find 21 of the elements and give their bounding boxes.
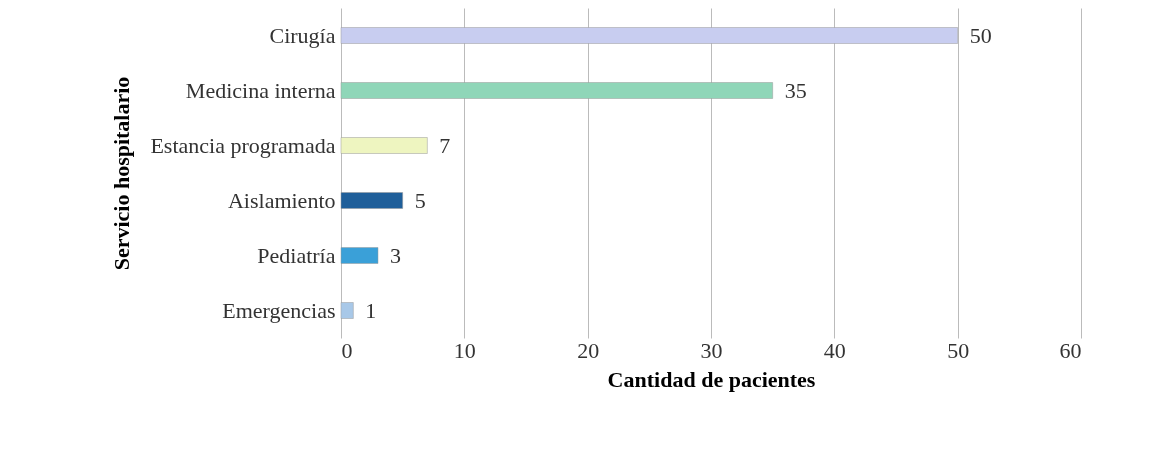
x-tick-label: 10 [453,337,476,363]
data-label: 7 [439,132,451,158]
y-tick-label: Emergencias [222,297,336,323]
x-tick-label: 20 [577,337,600,363]
x-tick-label: 40 [823,337,846,363]
x-tick-label: 60 [1059,337,1082,363]
data-label: 3 [390,242,401,268]
x-tick-label: 0 [341,337,353,363]
data-label: 35 [784,77,807,103]
y-axis-title: Servicio hospitalario [109,76,135,271]
x-axis-title: Cantidad de pacientes [607,366,816,392]
data-label: 5 [414,187,426,213]
y-tick-label: Aislamiento [227,187,336,213]
y-tick-label: Medicina interna [185,77,336,103]
y-tick-label: Pediatría [257,242,336,268]
y-tick-label: Cirugía [269,22,336,48]
data-label: 1 [365,297,377,323]
x-tick-label: 50 [947,337,970,363]
y-tick-label: Estancia programada [150,132,336,158]
x-tick-label: 30 [700,337,723,363]
data-label: 50 [969,22,992,48]
